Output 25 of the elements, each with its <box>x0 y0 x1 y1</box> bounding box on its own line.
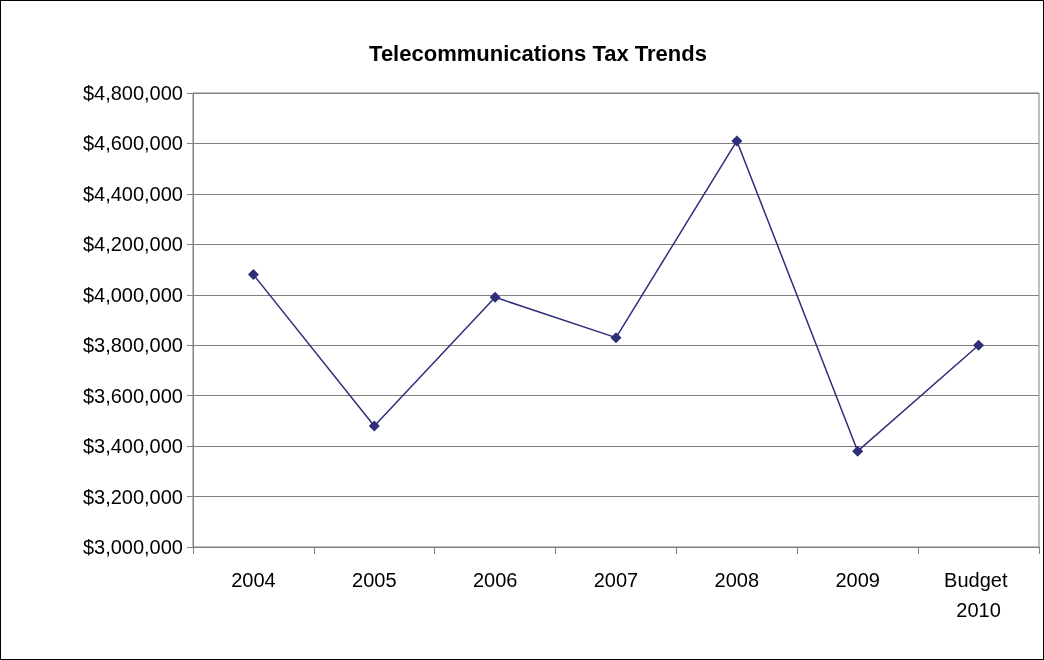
y-tick-label: $3,000,000 <box>82 536 183 558</box>
y-tick-label: $3,200,000 <box>82 485 183 508</box>
y-tick-label: $4,600,000 <box>82 132 183 155</box>
y-tick-label: $3,400,000 <box>82 435 183 458</box>
x-tick-label: 2004 <box>231 569 276 591</box>
y-tick-label: $4,200,000 <box>82 233 183 256</box>
x-tick-label: Budget 2010 <box>944 569 1014 621</box>
point <box>852 445 864 457</box>
x-tick-label: 2007 <box>593 569 639 591</box>
y-tick-label: $4,000,000 <box>82 283 183 306</box>
point <box>368 420 380 432</box>
point <box>973 339 985 351</box>
x-tick-label: 2005 <box>352 569 397 591</box>
point <box>489 291 501 303</box>
chart-title: Telecommunications Tax Trends <box>369 40 707 66</box>
y-tick-label: $4,400,000 <box>82 182 183 205</box>
point <box>610 332 622 344</box>
y-tick-label: $4,800,000 <box>82 82 183 104</box>
point <box>247 269 259 281</box>
x-tick-label: 2008 <box>714 569 760 591</box>
y-tick-label: $3,600,000 <box>82 384 183 407</box>
x-tick-label: 2009 <box>835 569 880 591</box>
x-tick-label: 2006 <box>472 569 518 591</box>
y-tick-label: $3,800,000 <box>82 334 183 357</box>
point <box>731 135 743 147</box>
